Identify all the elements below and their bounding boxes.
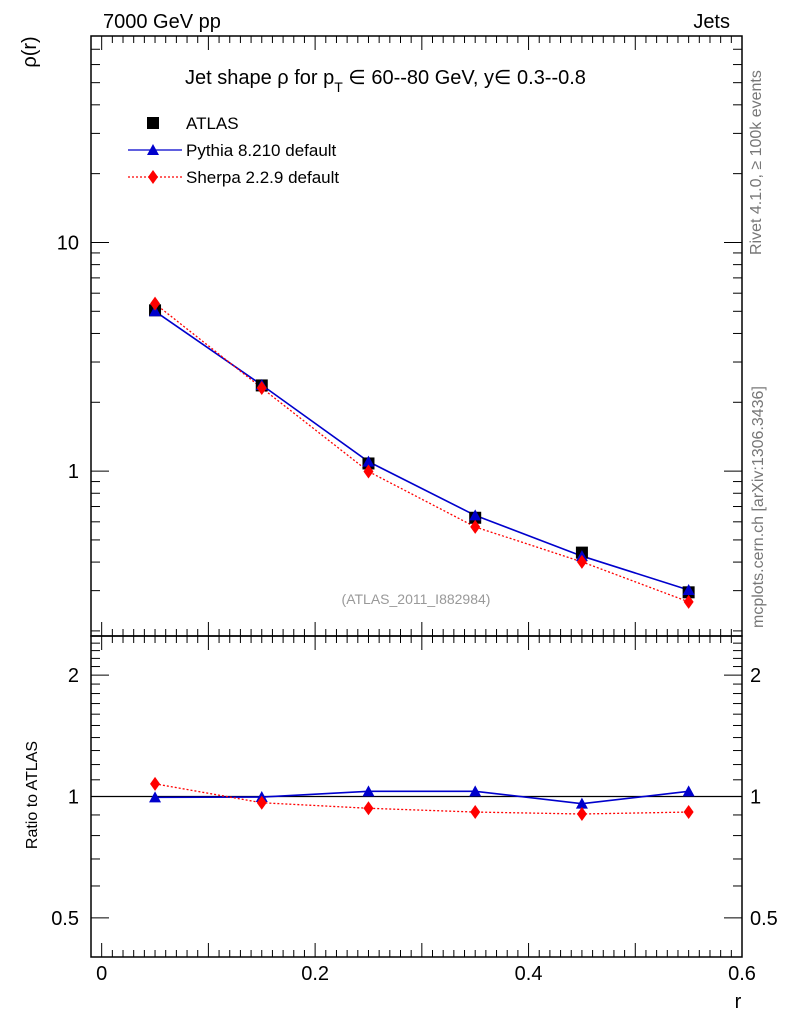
- ratio-sherpa-point: [683, 805, 694, 820]
- main-series: [149, 296, 695, 609]
- main-ylabel: ρ(r): [19, 36, 41, 67]
- ratio-sherpa-line: [154, 783, 689, 815]
- x-tick-label: 0.4: [515, 963, 543, 985]
- main-sherpa-point: [576, 554, 587, 569]
- ratio-pythia-line: [155, 790, 689, 805]
- ratio-pythia-point: [362, 785, 375, 797]
- y-tick-label: 10: [57, 232, 79, 254]
- tick-labels: 0 0.2 0.4 0.6 10 1 2 2 1 1 0.5 0.5: [51, 232, 778, 985]
- title-suffix: ∈ 60--80 GeV, y∈ 0.3--0.8: [343, 67, 586, 89]
- main-sherpa-point: [363, 464, 374, 479]
- ratio-sherpa-point: [576, 806, 587, 821]
- legend-sherpa-label: Sherpa 2.2.9 default: [186, 168, 339, 187]
- x-tick-label: 0.6: [728, 963, 756, 985]
- ratio-ylabel: Ratio to ATLAS: [24, 741, 41, 849]
- title-rho: ρ: [277, 67, 288, 89]
- main-pythia-point: [469, 509, 482, 521]
- ratio-y-tick-label-left: 1: [68, 787, 79, 809]
- plot-title: Jet shape ρ for pT ∈ 60--80 GeV, y∈ 0.3-…: [185, 67, 586, 95]
- legend-pythia-marker: [147, 144, 159, 155]
- main-pythia-point: [362, 455, 375, 467]
- legend-atlas-label: ATLAS: [186, 114, 239, 133]
- ratio-pythia-point: [682, 785, 695, 797]
- main-sherpa-line: [154, 303, 689, 603]
- mcplots-label: mcplots.cern.ch [arXiv:1306.3436]: [750, 386, 767, 628]
- ratio-sherpa-point: [150, 776, 161, 791]
- title-prefix: Jet shape: [185, 67, 277, 89]
- ratio-y-tick-label-right: 0.5: [750, 908, 778, 930]
- main-sherpa-point: [470, 519, 481, 534]
- y-tick-label: 1: [68, 461, 79, 483]
- ratio-y-tick-label-right: 1: [750, 787, 761, 809]
- x-tick-label: 0.2: [301, 963, 329, 985]
- ratio-pythia-point: [469, 785, 482, 797]
- legend-atlas-marker: [147, 117, 159, 129]
- rivet-label: Rivet 4.1.0, ≥ 100k events: [748, 70, 765, 255]
- ratio-y-tick-label-left: 0.5: [51, 908, 79, 930]
- title-sub: T: [334, 79, 343, 95]
- main-pythia-point: [149, 305, 162, 317]
- main-sherpa-point: [683, 594, 694, 609]
- ratio-series: [149, 776, 695, 821]
- legend-pythia-label: Pythia 8.210 default: [186, 141, 337, 160]
- main-sherpa-point: [150, 296, 161, 311]
- ratio-sherpa-point: [363, 801, 374, 816]
- legend: ATLAS Pythia 8.210 default Sherpa 2.2.9 …: [128, 114, 339, 187]
- title-mid: for p: [289, 67, 335, 89]
- energy-label: 7000 GeV pp: [103, 11, 221, 33]
- main-pythia-line: [154, 310, 689, 591]
- main-pythia-point: [682, 583, 695, 595]
- ratio-pythia-point: [149, 791, 162, 803]
- main-sherpa-point: [256, 380, 267, 395]
- analysis-watermark: (ATLAS_2011_I882984): [342, 591, 491, 607]
- legend-sherpa-marker: [148, 170, 158, 184]
- ratio-sherpa-point: [256, 795, 267, 810]
- x-tick-label: 0: [96, 963, 107, 985]
- ratio-y-tick-label-left: 2: [68, 665, 79, 687]
- category-label: Jets: [693, 11, 730, 33]
- ratio-pythia-point: [575, 797, 588, 809]
- ratio-y-tick-label-right: 2: [750, 665, 761, 687]
- ratio-sherpa-point: [470, 805, 481, 820]
- x-axis-label: r: [735, 991, 742, 1013]
